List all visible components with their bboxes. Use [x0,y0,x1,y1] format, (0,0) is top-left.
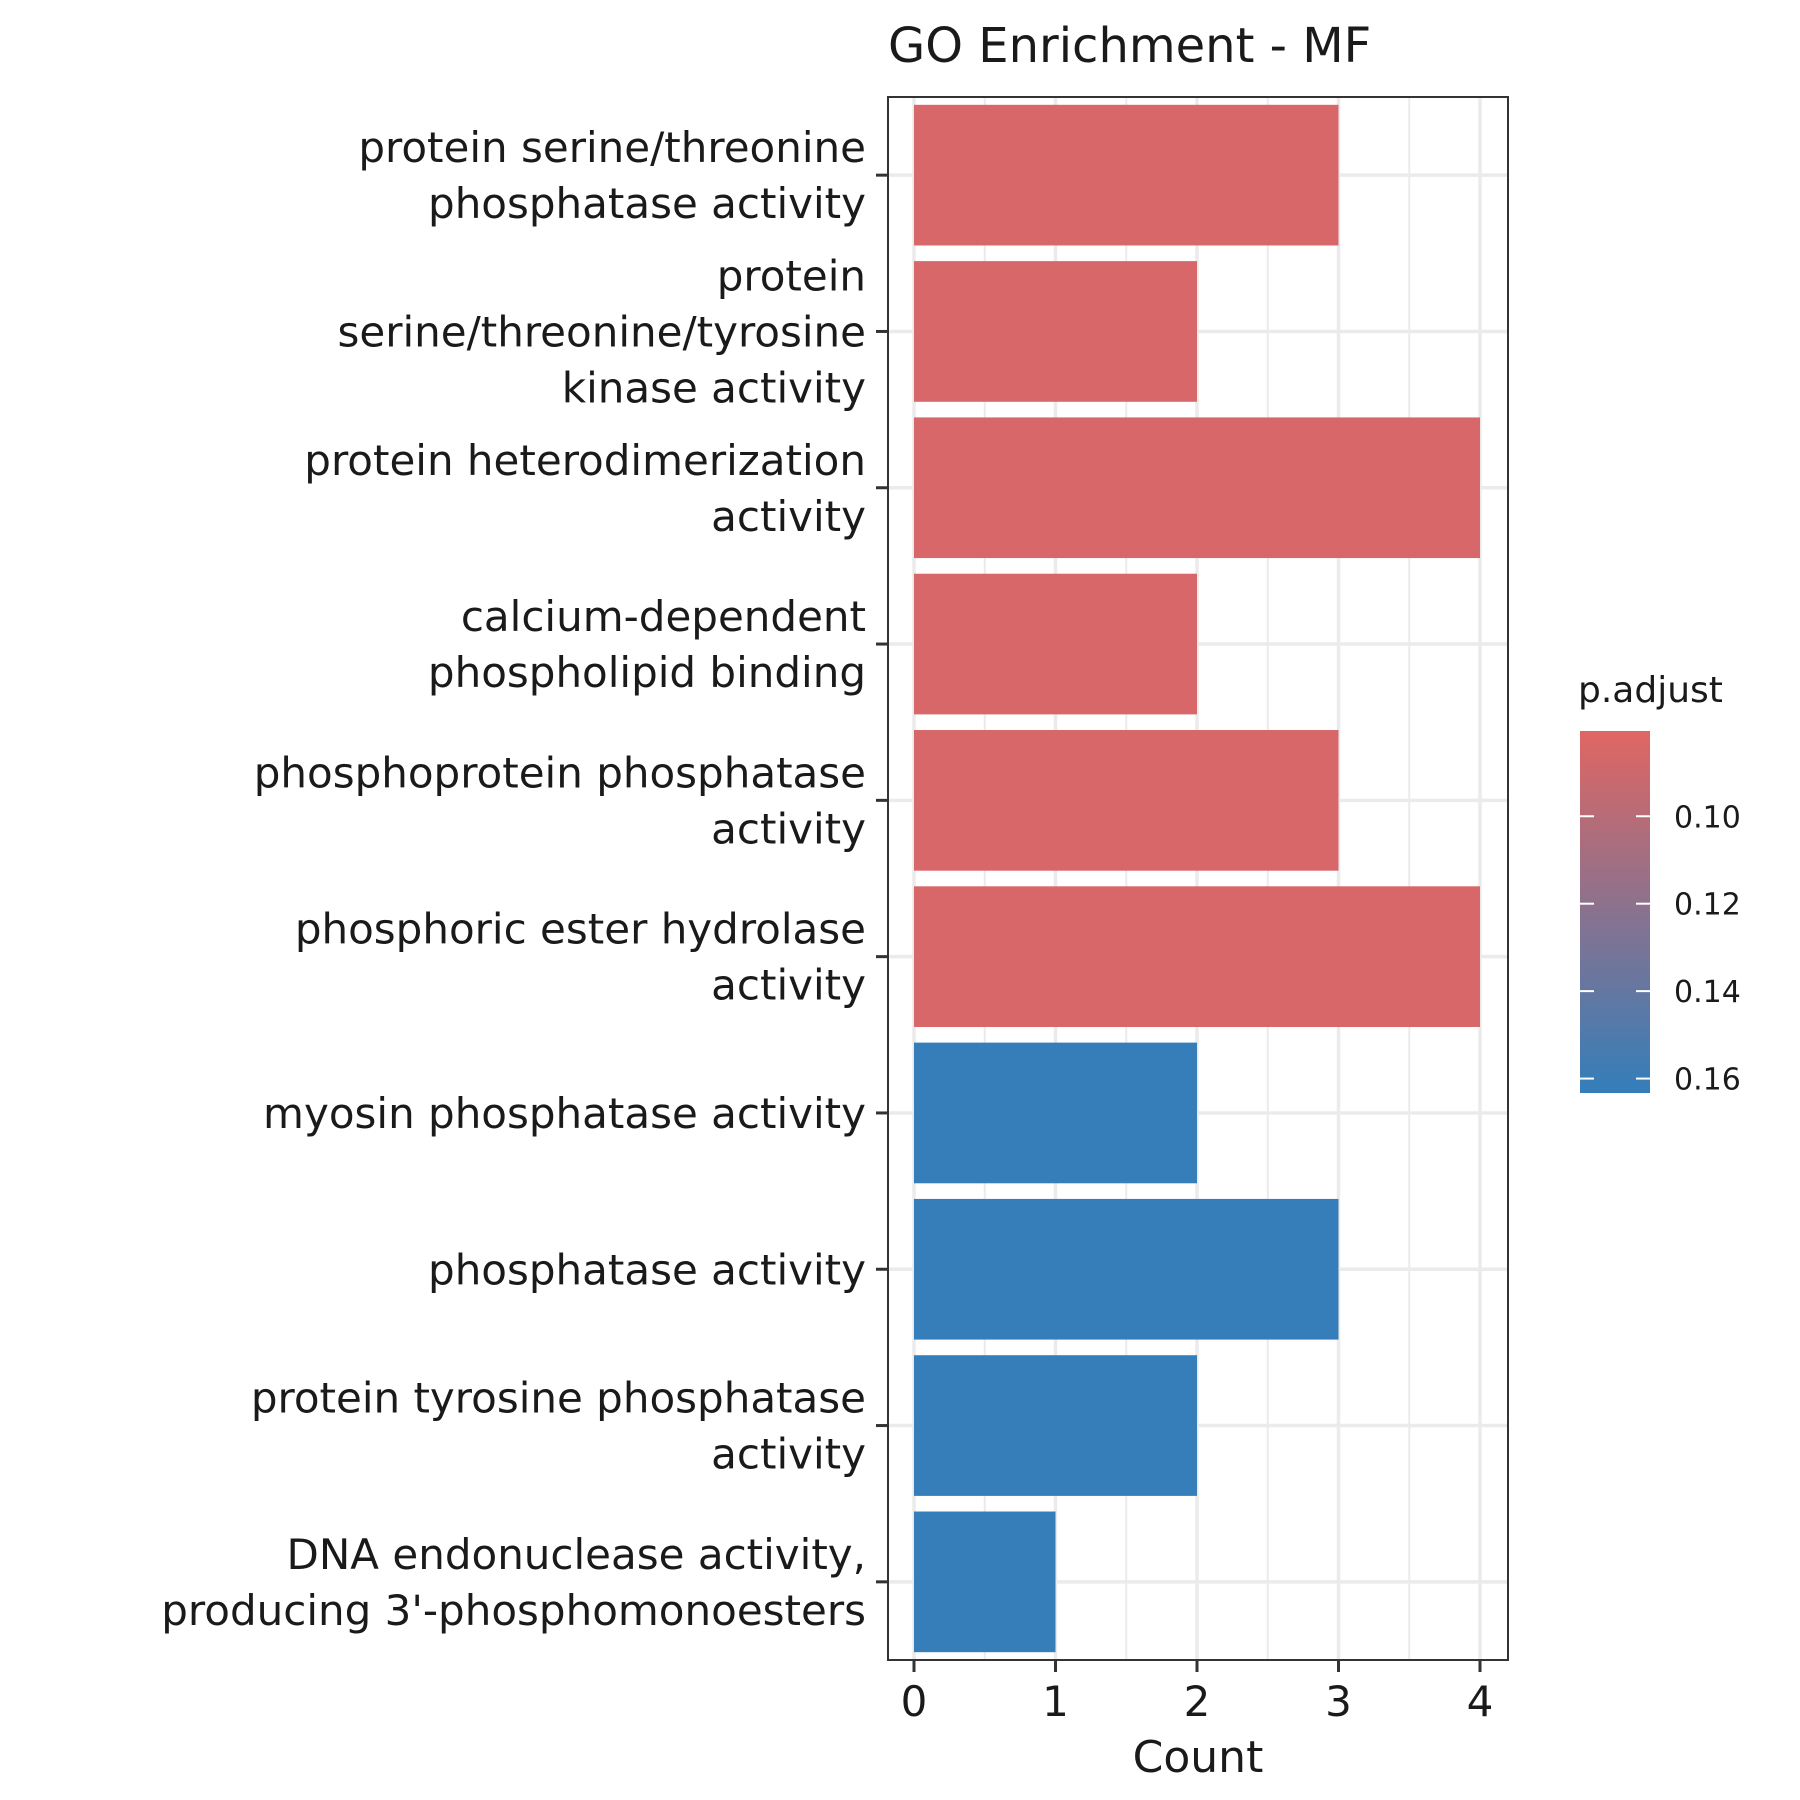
y-tick-label: phosphoric ester hydrolase activity [295,905,866,1010]
legend-tick-label: 0.14 [1674,975,1741,1010]
bar [914,104,1339,246]
bar [914,886,1480,1027]
y-tick-label: phosphatase activity [428,1245,866,1294]
y-tick-label: DNA endonuclease activity, producing 3'-p… [161,1530,866,1635]
bar [914,1355,1197,1496]
legend-tick-label: 0.16 [1674,1063,1741,1098]
chart-title: GO Enrichment - MF [888,18,1371,74]
x-tick-label: 1 [1042,1677,1069,1726]
legend: p.adjust 0.10 0.12 0.14 0.16 [1578,670,1741,1098]
legend-tick-label: 0.12 [1674,888,1741,923]
y-tick-label: calcium-dependent phospholipid binding [428,592,866,697]
plot-area: protein serine/threonine phosphatase acti… [161,96,1509,1726]
x-tick-label: 2 [1184,1677,1211,1726]
y-tick-label: phosphoprotein phosphatase activity [254,748,866,853]
y-tick-label: protein tyrosine phosphatase activity [251,1374,866,1479]
x-tick-label: 3 [1325,1677,1352,1726]
y-tick-label: myosin phosphatase activity [263,1089,866,1138]
bar [914,1198,1339,1340]
bar [914,730,1339,871]
legend-title: p.adjust [1578,670,1723,711]
bar [914,1511,1056,1653]
bar [914,1042,1197,1184]
x-tick-label: 4 [1467,1677,1494,1726]
bar [914,417,1480,559]
x-tick-label: 0 [901,1677,928,1726]
y-tick-label: protein serine/threonine phosphatase acti… [358,123,866,228]
y-tick-label: protein serine/threonine/tyrosine kinase a… [337,251,866,412]
x-axis-title: Count [1133,1732,1264,1783]
legend-tick-label: 0.10 [1674,800,1741,835]
y-tick-label: protein heterodimerization activity [304,436,866,541]
legend-colorbar [1580,731,1650,1093]
bar [914,573,1197,715]
bar [914,261,1197,402]
